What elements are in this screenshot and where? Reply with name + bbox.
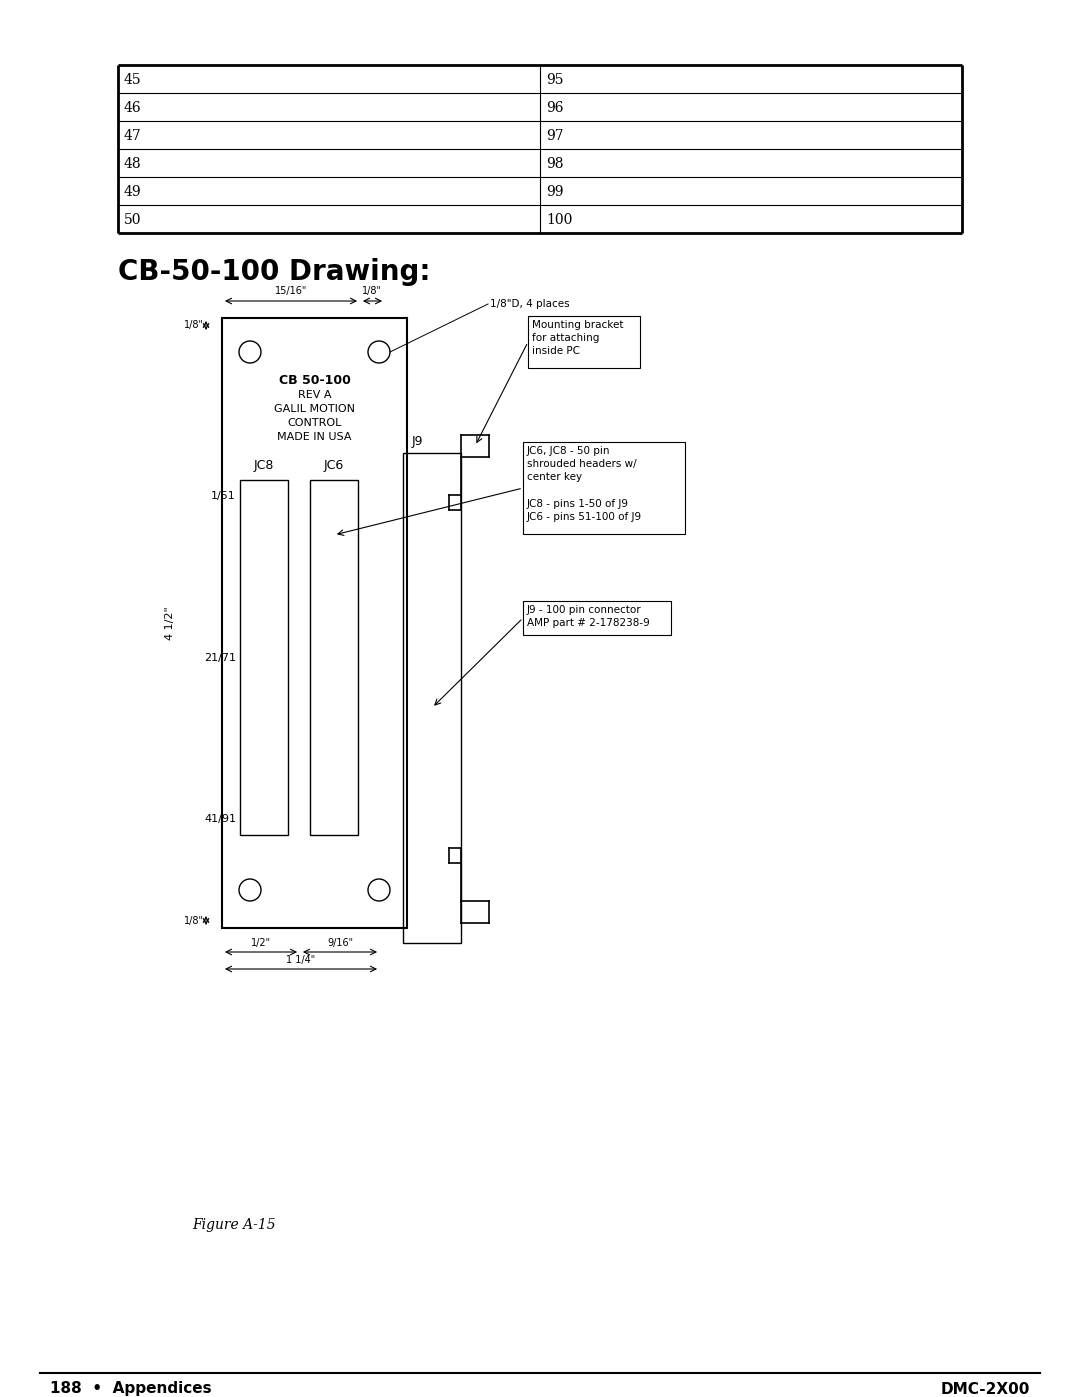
Text: 100: 100: [546, 212, 572, 226]
Text: CONTROL: CONTROL: [287, 418, 341, 427]
Text: 97: 97: [546, 129, 564, 142]
Text: 1/8": 1/8": [184, 916, 204, 926]
Text: CB 50-100: CB 50-100: [279, 373, 350, 387]
Text: J9 - 100 pin connector
AMP part # 2-178238-9: J9 - 100 pin connector AMP part # 2-1782…: [527, 605, 650, 629]
Text: 46: 46: [124, 101, 141, 115]
Text: JC6, JC8 - 50 pin
shrouded headers w/
center key

JC8 - pins 1-50 of J9
JC6 - pi: JC6, JC8 - 50 pin shrouded headers w/ ce…: [527, 446, 643, 522]
Text: 9/16": 9/16": [327, 937, 353, 949]
Text: 1 1/4": 1 1/4": [286, 956, 315, 965]
Text: 1/2": 1/2": [251, 937, 271, 949]
Text: 98: 98: [546, 156, 564, 170]
Text: JC6: JC6: [324, 460, 345, 472]
Bar: [403, 453, 461, 943]
Text: 47: 47: [124, 129, 141, 142]
Text: 41/91: 41/91: [204, 814, 237, 824]
Text: Figure A-15: Figure A-15: [192, 1218, 275, 1232]
Text: JC8: JC8: [254, 460, 274, 472]
Text: CB-50-100 Drawing:: CB-50-100 Drawing:: [118, 258, 431, 286]
Bar: [523, 441, 685, 534]
Text: 1/51: 1/51: [212, 490, 237, 502]
Bar: [523, 601, 671, 636]
Text: 50: 50: [124, 212, 141, 226]
Text: 96: 96: [546, 101, 564, 115]
Text: 45: 45: [124, 73, 141, 87]
Text: 95: 95: [546, 73, 564, 87]
Text: 15/16": 15/16": [274, 286, 307, 296]
Bar: [528, 316, 640, 367]
Text: 1/8": 1/8": [184, 320, 204, 330]
Text: 99: 99: [546, 184, 564, 198]
Text: Mounting bracket
for attaching
inside PC: Mounting bracket for attaching inside PC: [532, 320, 623, 356]
Text: 49: 49: [124, 184, 141, 198]
Bar: [310, 481, 357, 835]
Text: 21/71: 21/71: [204, 652, 237, 662]
Bar: [222, 319, 407, 928]
Text: GALIL MOTION: GALIL MOTION: [274, 404, 355, 414]
Text: MADE IN USA: MADE IN USA: [278, 432, 352, 441]
Text: 1/8"D, 4 places: 1/8"D, 4 places: [490, 299, 569, 309]
Text: J9: J9: [411, 434, 422, 447]
Bar: [240, 481, 288, 835]
Text: 188  •  Appendices: 188 • Appendices: [50, 1382, 212, 1397]
Text: 4 1/2": 4 1/2": [165, 606, 175, 640]
Text: REV A: REV A: [298, 390, 332, 400]
Text: DMC-2X00: DMC-2X00: [941, 1382, 1030, 1397]
Text: 48: 48: [124, 156, 141, 170]
Text: 1/8": 1/8": [362, 286, 382, 296]
